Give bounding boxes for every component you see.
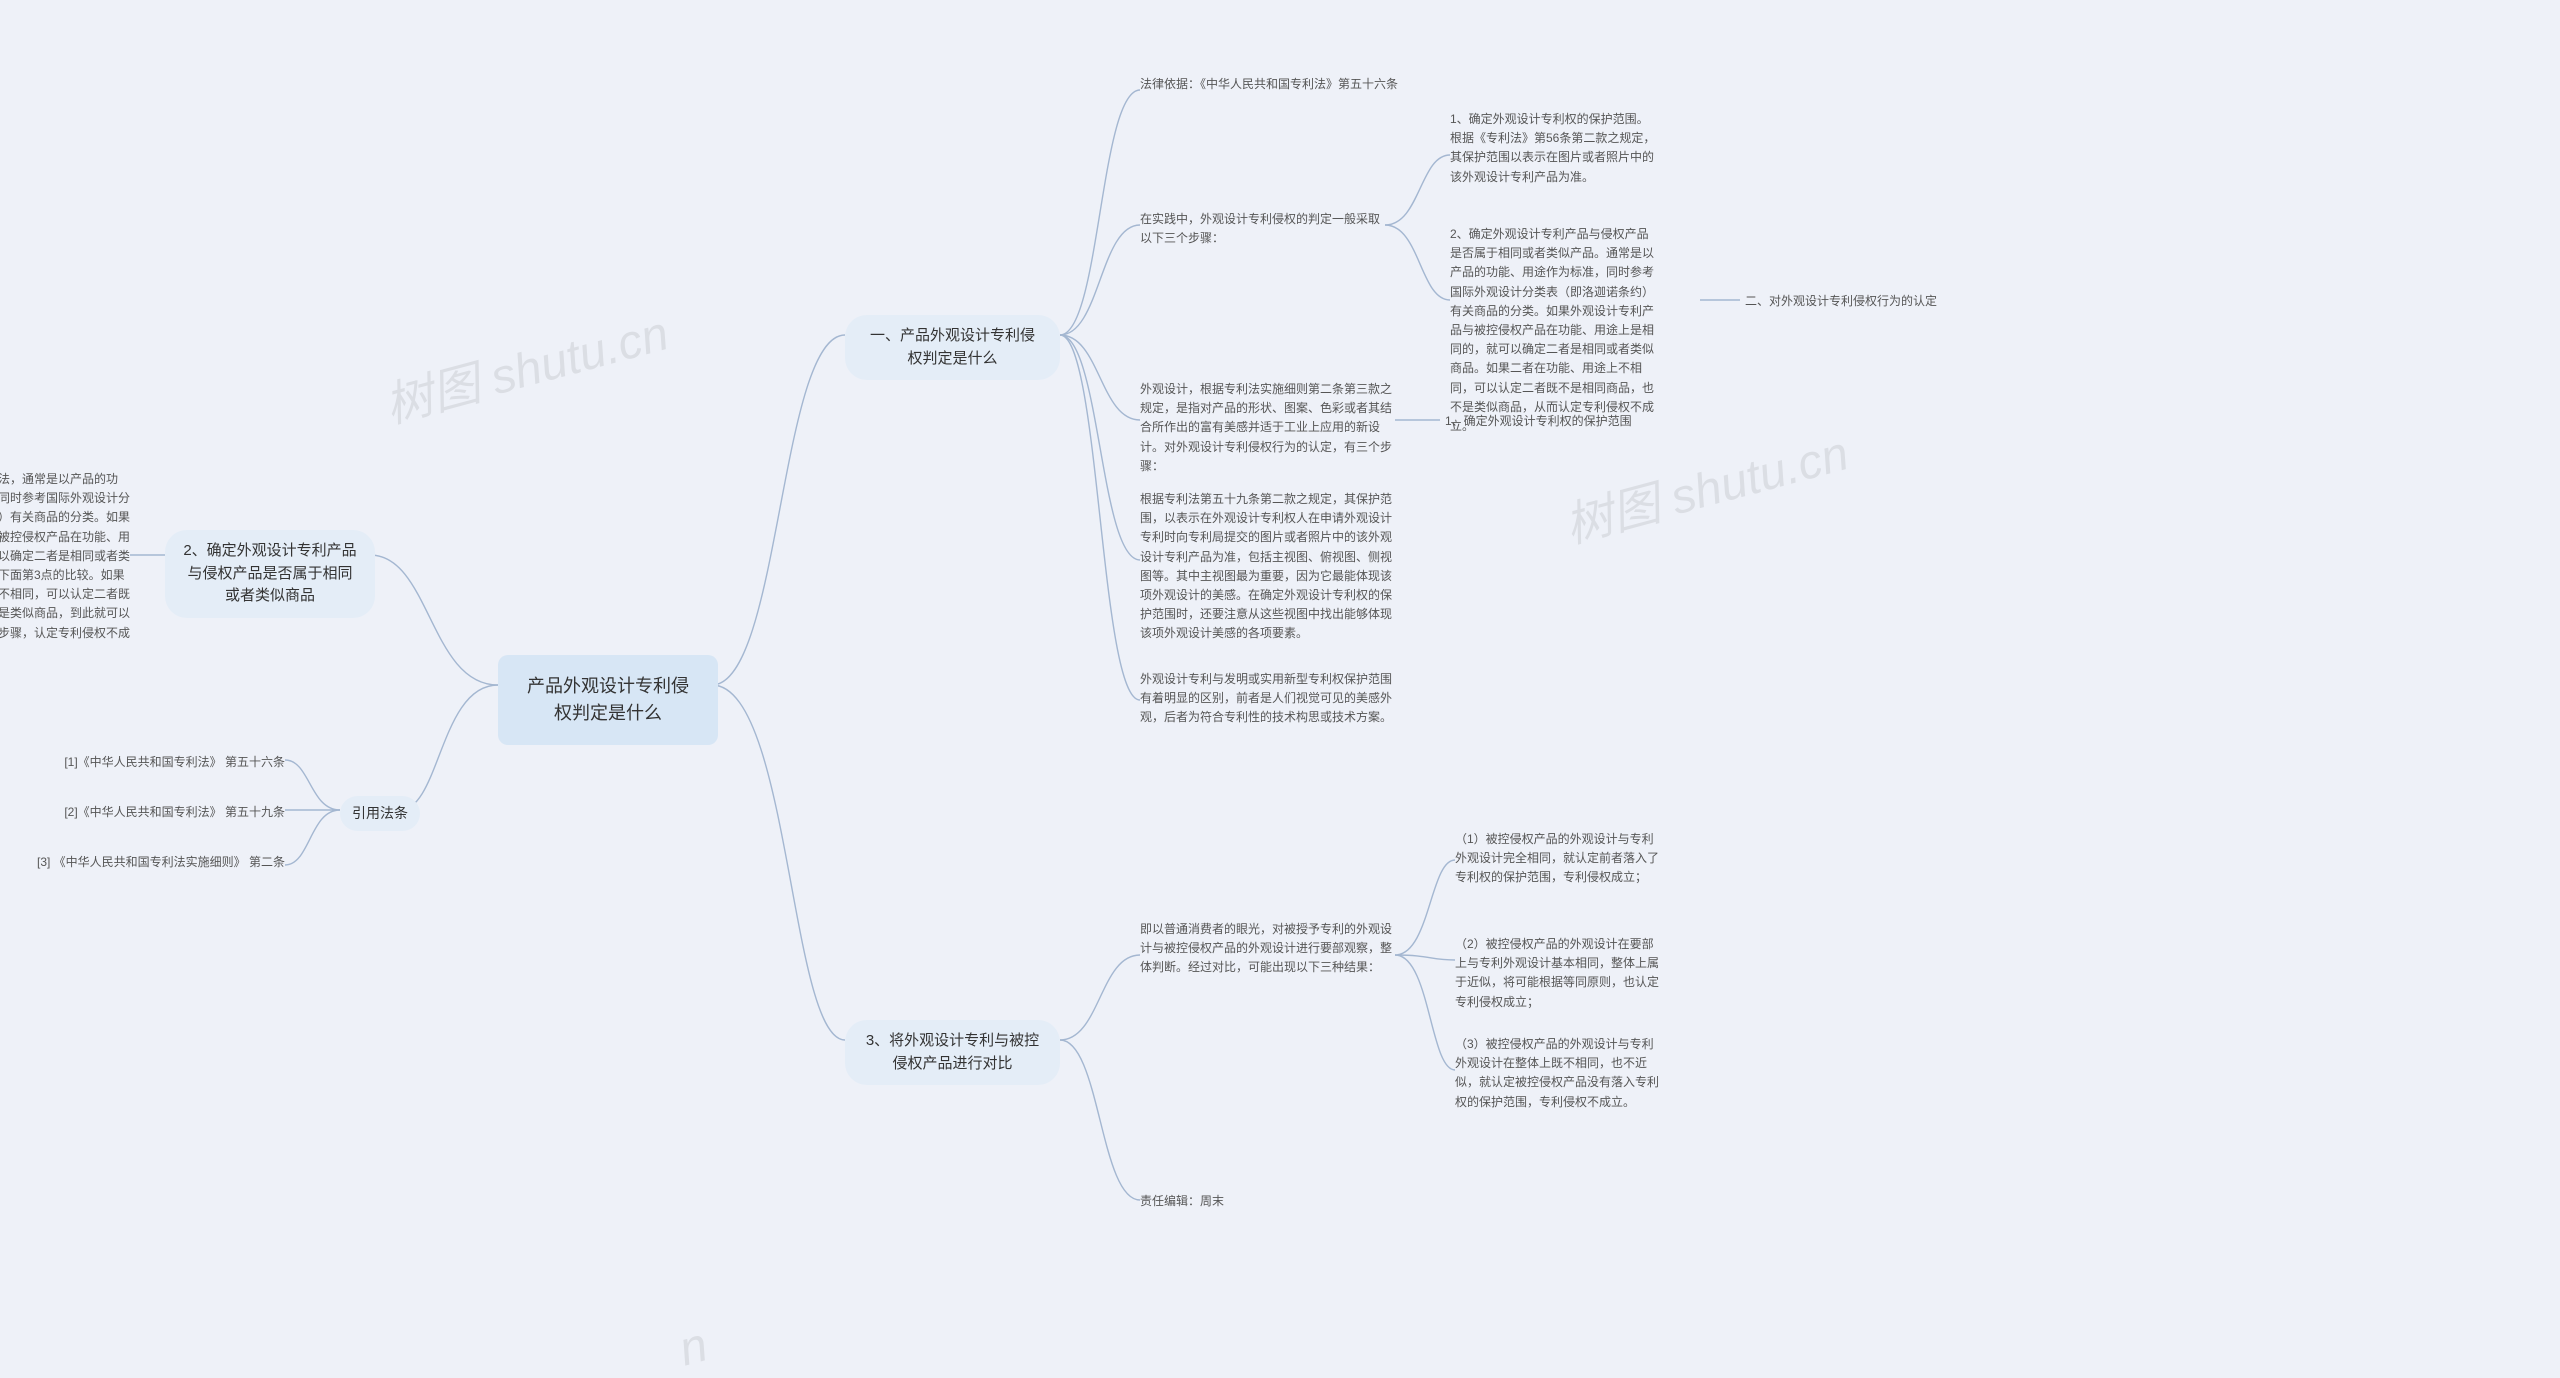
branch-ref: 引用法条 [340,796,420,831]
ref-3: [3] 《中华人民共和国专利法实施细则》 第二条 [35,853,285,872]
b1-c2-s1: 1、确定外观设计专利权的保护范围。根据《专利法》第56条第二款之规定，其保护范围… [1450,110,1660,187]
b1-c3-tail: 1、确定外观设计专利权的保护范围 [1445,412,1665,431]
b1-c5: 外观设计专利与发明或实用新型专利权保护范围有着明显的区别，前者是人们视觉可见的美… [1140,670,1395,728]
watermark: n [673,1317,713,1377]
b2-child: 司法实践中的认定方法，通常是以产品的功能、用途作为标准，同时参考国际外观设计分类… [0,470,130,662]
branch-2: 2、确定外观设计专利产品与侵权产品是否属于相同或者类似商品 [165,530,375,618]
b3-c2: 责任编辑：周末 [1140,1192,1224,1211]
branch-3: 3、将外观设计专利与被控侵权产品进行对比 [845,1020,1060,1085]
b3-c1-s2: （2）被控侵权产品的外观设计在要部上与专利外观设计基本相同，整体上属于近似，将可… [1455,935,1665,1012]
b1-c1: 法律依据：《中华人民共和国专利法》第五十六条 [1140,75,1398,94]
b1-c3: 外观设计，根据专利法实施细则第二条第三款之规定，是指对产品的形状、图案、色彩或者… [1140,380,1395,476]
b3-c1-s1: （1）被控侵权产品的外观设计与专利外观设计完全相同，就认定前者落入了专利权的保护… [1455,830,1665,888]
b1-c2: 在实践中，外观设计专利侵权的判定一般采取以下三个步骤： [1140,210,1385,248]
b1-c4: 根据专利法第五十九条第二款之规定，其保护范围，以表示在外观设计专利权人在申请外观… [1140,490,1400,644]
b1-c2-s2: 2、确定外观设计专利产品与侵权产品是否属于相同或者类似产品。通常是以产品的功能、… [1450,225,1660,436]
center-node: 产品外观设计专利侵权判定是什么 [498,655,718,745]
ref-1: [1]《中华人民共和国专利法》 第五十六条 [55,753,285,772]
watermark: 树图 shutu.cn [376,294,675,437]
b3-c1-s3: （3）被控侵权产品的外观设计与专利外观设计在整体上既不相同，也不近似，就认定被控… [1455,1035,1665,1112]
branch-1: 一、产品外观设计专利侵权判定是什么 [845,315,1060,380]
b3-c1: 即以普通消费者的眼光，对被授予专利的外观设计与被控侵权产品的外观设计进行要部观察… [1140,920,1395,978]
ref-2: [2]《中华人民共和国专利法》 第五十九条 [55,803,285,822]
b1-c2-s2-tail: 二、对外观设计专利侵权行为的认定 [1745,292,1945,311]
